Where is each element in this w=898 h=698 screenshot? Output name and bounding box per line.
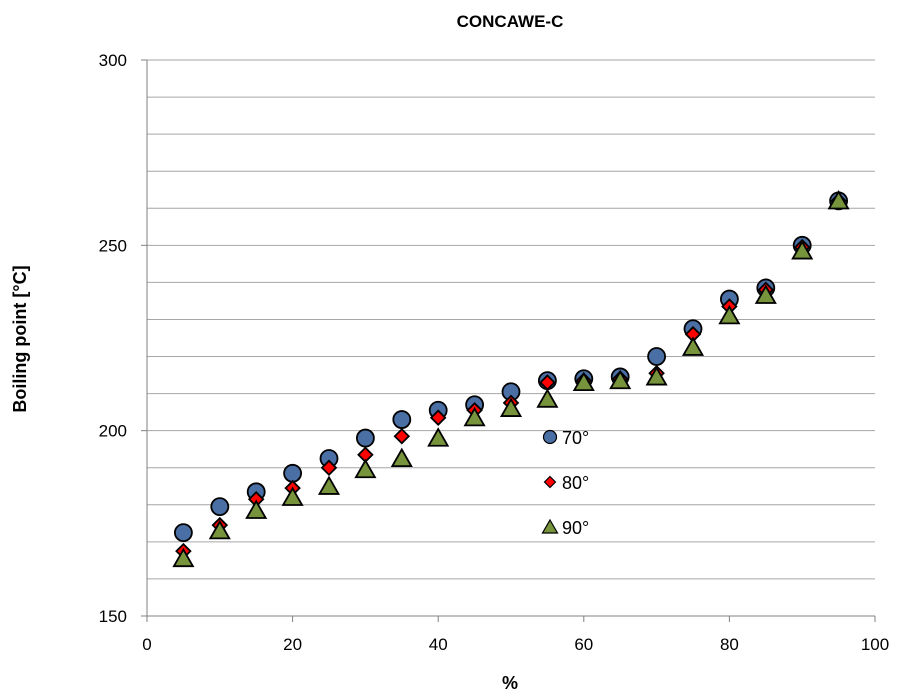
data-point-triangle <box>281 486 304 506</box>
x-axis-label: % <box>502 673 518 693</box>
data-point-triangle <box>463 406 486 427</box>
data-point-circle <box>173 523 193 542</box>
legend-item: 80° <box>543 473 589 493</box>
data-point-diamond <box>393 427 411 445</box>
data-point-triangle <box>827 190 850 210</box>
y-tick-label: 300 <box>99 51 127 70</box>
data-point-triangle <box>499 397 523 417</box>
legend-label: 80° <box>562 473 589 493</box>
legend-marker-circle <box>542 429 558 445</box>
data-point-triangle <box>645 366 668 386</box>
legend-marker-triangle <box>541 518 559 534</box>
legend-item: 90° <box>541 518 589 538</box>
legend: 70° 80° 90° <box>541 428 589 538</box>
data-point-diamond <box>429 409 447 426</box>
x-tick-label: 60 <box>574 635 593 654</box>
axes: 150 200 250 300 0 20 40 60 80 100 <box>99 51 890 654</box>
series-diamond <box>175 192 847 560</box>
data-point-triangle <box>208 519 231 540</box>
data-point-circle <box>283 463 303 483</box>
series-circle <box>173 191 848 542</box>
y-tick-label: 200 <box>99 422 127 441</box>
data-point-triangle <box>791 240 814 260</box>
data-point-triangle <box>390 447 413 468</box>
x-tick-label: 40 <box>429 635 448 654</box>
data-point-triangle <box>317 475 341 495</box>
data-point-triangle <box>572 371 595 392</box>
legend-item: 70° <box>542 428 589 448</box>
data-point-triangle <box>536 388 559 408</box>
y-tick-label: 250 <box>99 236 127 255</box>
x-tick-label: 0 <box>142 635 151 654</box>
chart-title: CONCAWE-C <box>457 12 564 31</box>
data-point-triangle <box>172 547 195 568</box>
data-point-triangle <box>754 284 777 304</box>
data-points <box>172 190 850 568</box>
data-point-circle <box>647 347 666 366</box>
data-point-diamond <box>320 459 338 477</box>
data-point-circle <box>355 428 375 448</box>
data-point-triangle <box>609 369 632 390</box>
y-tick-label: 150 <box>99 607 127 626</box>
data-point-circle <box>210 497 230 517</box>
data-point-triangle <box>718 304 741 325</box>
data-point-circle <box>392 410 412 429</box>
y-axis-label: Boiling point [°C] <box>10 265 30 412</box>
x-tick-label: 80 <box>720 635 739 654</box>
legend-label: 70° <box>562 428 589 448</box>
data-point-triangle <box>245 499 268 519</box>
x-tick-label: 100 <box>861 635 889 654</box>
x-tick-label: 20 <box>283 635 302 654</box>
data-point-triangle <box>681 336 705 356</box>
data-point-triangle <box>427 427 450 447</box>
series-triangle <box>172 190 850 568</box>
legend-marker-diamond <box>543 475 557 489</box>
data-point-triangle <box>354 458 377 479</box>
legend-label: 90° <box>562 518 589 538</box>
